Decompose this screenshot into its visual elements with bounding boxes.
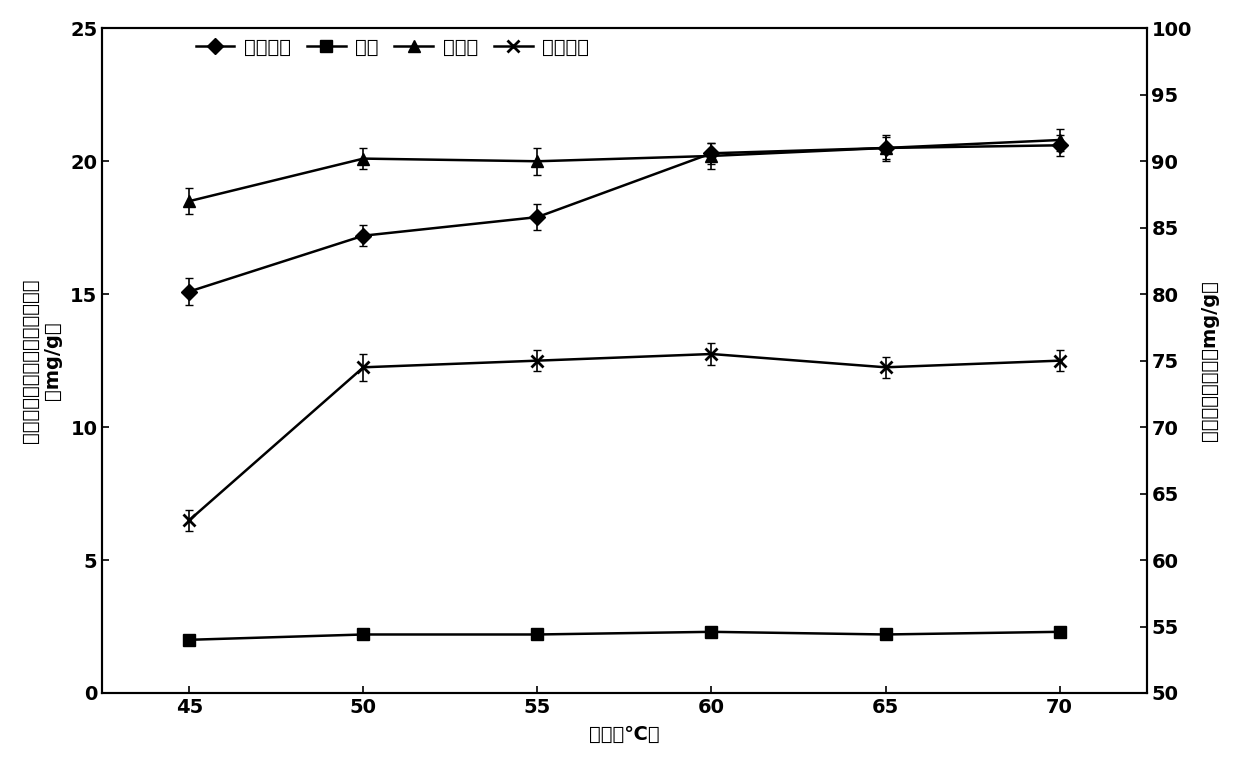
茋内酯	[529, 157, 544, 166]
聚戊烯醇	[1052, 356, 1066, 365]
Line: 黄饀: 黄饀	[184, 627, 1065, 646]
黄饀	[878, 630, 893, 639]
聚戊烯醇	[356, 363, 371, 372]
原花青素	[529, 213, 544, 222]
X-axis label: 温度（℃）: 温度（℃）	[589, 725, 660, 744]
茋内酯	[182, 197, 197, 206]
原花青素	[878, 143, 893, 152]
Y-axis label: 原花青素、黄饀、茋内酯提取率
（mg/g）: 原花青素、黄饀、茋内酯提取率 （mg/g）	[21, 278, 62, 443]
Y-axis label: 聚戊烯醇提取率（mg/g）: 聚戊烯醇提取率（mg/g）	[1200, 280, 1219, 441]
黄饀	[1052, 627, 1066, 636]
原花青素	[182, 287, 197, 296]
茋内酯	[356, 154, 371, 163]
聚戊烯醇	[878, 363, 893, 372]
原花青素	[356, 231, 371, 240]
Line: 茋内酯: 茋内酯	[184, 135, 1065, 207]
Legend: 原花青素, 黄饀, 茋内酯, 聚戊烯醇: 原花青素, 黄饀, 茋内酯, 聚戊烯醇	[196, 38, 589, 57]
原花青素	[704, 148, 719, 158]
黄饀	[356, 630, 371, 639]
黄饀	[704, 627, 719, 636]
茋内酯	[1052, 135, 1066, 145]
聚戊烯醇	[182, 516, 197, 525]
聚戊烯醇	[704, 350, 719, 359]
黄饀	[529, 630, 544, 639]
原花青素	[1052, 141, 1066, 150]
黄饀	[182, 635, 197, 644]
Line: 聚戊烯醇: 聚戊烯醇	[184, 348, 1066, 526]
茋内酯	[704, 151, 719, 161]
聚戊烯醇	[529, 356, 544, 365]
Line: 原花青素: 原花青素	[184, 140, 1065, 297]
茋内酯	[878, 143, 893, 152]
